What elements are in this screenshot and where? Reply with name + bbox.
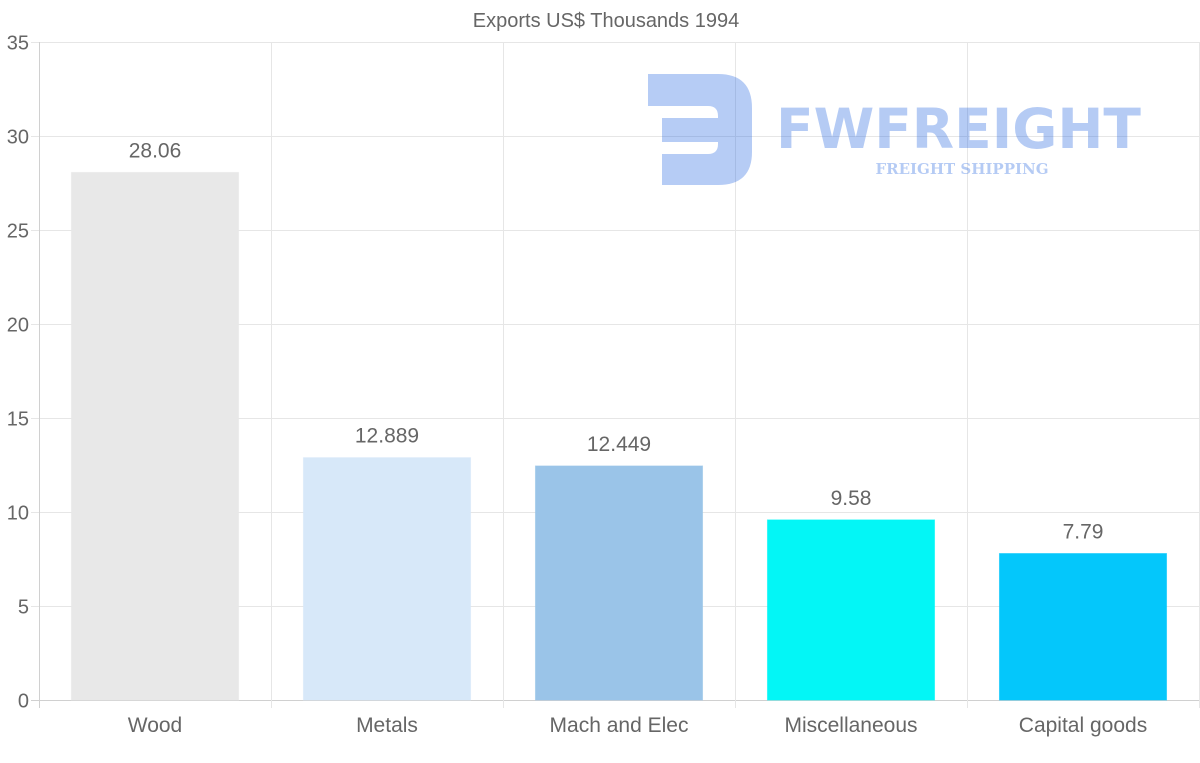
y-tick-label: 30	[7, 127, 29, 149]
y-tick-label: 10	[7, 503, 29, 525]
bar[interactable]	[998, 553, 1168, 701]
x-tick-label: Mach and Elec	[550, 714, 689, 737]
data-label: 12.449	[587, 433, 651, 456]
x-tick-label: Capital goods	[1019, 714, 1147, 737]
bar[interactable]	[302, 457, 472, 701]
y-tick-label: 25	[7, 221, 29, 243]
y-tick-label: 35	[7, 33, 29, 55]
bar-layer	[70, 171, 1168, 701]
bar[interactable]	[70, 171, 240, 701]
x-tick-label: Miscellaneous	[784, 714, 917, 737]
data-label: 28.06	[129, 139, 182, 162]
y-tick-label: 0	[18, 691, 29, 713]
watermark-tagline: FREIGHT SHIPPING	[875, 160, 1048, 178]
data-label: 9.58	[831, 487, 872, 510]
data-label: 7.79	[1063, 521, 1104, 544]
bar[interactable]	[534, 465, 704, 701]
y-tick-label: 15	[7, 409, 29, 431]
watermark-logo: FWFREIGHT FREIGHT SHIPPING	[648, 74, 1141, 185]
x-tick-label: Metals	[356, 714, 418, 737]
y-tick-label: 5	[18, 597, 29, 619]
data-label: 12.889	[355, 425, 419, 448]
x-tick-label: Wood	[128, 714, 182, 737]
bar[interactable]	[766, 519, 936, 701]
y-tick-label: 20	[7, 315, 29, 337]
chart-title: Exports US$ Thousands 1994	[473, 10, 739, 32]
watermark-brand: FWFREIGHT	[776, 97, 1141, 161]
logo-mark-icon	[648, 74, 752, 185]
label-layer: 0 5 10 15 20 25 30 35 28.06 Wood 12.889 Metals 12.44…	[7, 33, 1147, 738]
